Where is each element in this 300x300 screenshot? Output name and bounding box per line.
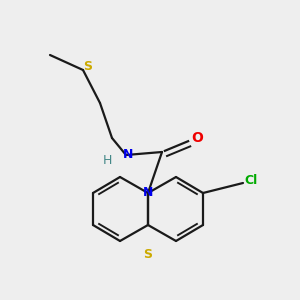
- Text: H: H: [102, 154, 112, 166]
- Text: N: N: [123, 148, 133, 161]
- Text: O: O: [191, 131, 203, 145]
- Text: Cl: Cl: [244, 175, 258, 188]
- Text: N: N: [143, 187, 153, 200]
- Text: S: S: [83, 61, 92, 74]
- Text: S: S: [143, 248, 152, 262]
